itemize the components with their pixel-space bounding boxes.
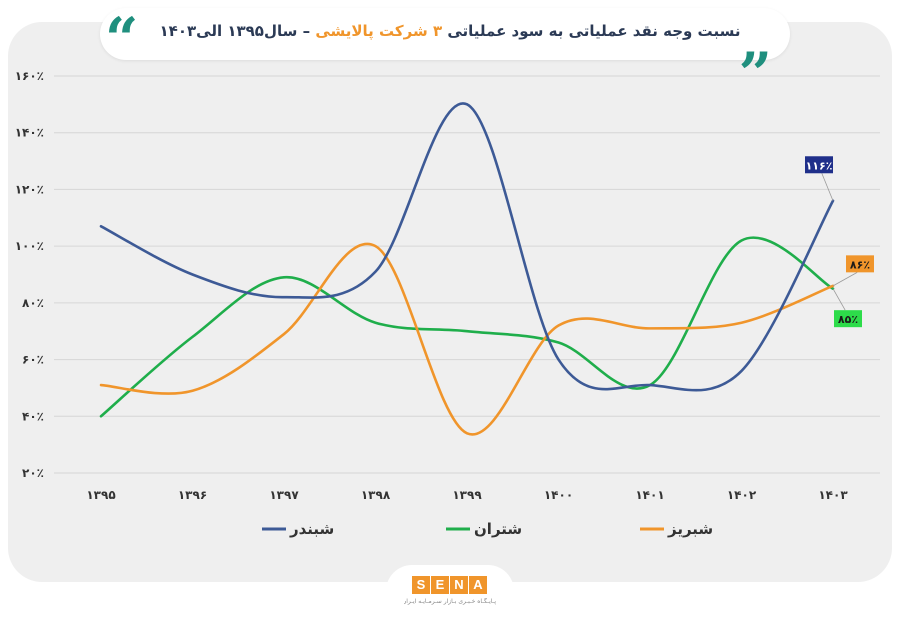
- legend-label-shabriz: شبریز: [667, 520, 713, 538]
- logo-tagline: پـایـگـاه خـبـری بـازار سـرمـایـه ایـران: [404, 598, 496, 605]
- y-tick-label: ۲۰٪: [22, 466, 44, 480]
- x-tick-label: ۱۳۹۸: [361, 488, 391, 502]
- x-tick-label: ۱۴۰۲: [727, 488, 757, 502]
- legend-label-shatran: شتران: [474, 520, 522, 538]
- end-label-box-shabriz: [846, 255, 874, 273]
- y-tick-label: ۱۴۰٪: [15, 126, 44, 140]
- chart-panel: [8, 22, 892, 582]
- y-tick-label: ۶۰٪: [22, 353, 44, 367]
- end-label-shatran: ۸۵٪: [838, 313, 858, 326]
- y-axis: ۲۰٪ ۴۰٪ ۶۰٪ ۸۰٪ ۱۰۰٪ ۱۲۰٪ ۱۴۰٪ ۱۶۰٪: [15, 69, 44, 480]
- end-label-box-shatran: [834, 310, 862, 328]
- grid-lines: [54, 75, 880, 474]
- end-label-box-shabandar: [805, 156, 833, 174]
- series-line-shabriz: [99, 242, 835, 436]
- quote-open-icon: “: [105, 5, 139, 73]
- x-tick-label: ۱۳۹۵: [86, 488, 115, 502]
- logo-letter: A: [469, 576, 487, 594]
- y-tick-label: ۱۰۰٪: [15, 239, 44, 253]
- x-tick-label: ۱۳۹۷: [269, 488, 299, 502]
- x-axis: ۱۳۹۵ ۱۳۹۶ ۱۳۹۷ ۱۳۹۸ ۱۳۹۹ ۱۴۰۰ ۱۴۰۱ ۱۴۰۲ ۱۴۰۳: [86, 488, 848, 502]
- y-tick-label: ۸۰٪: [22, 296, 44, 310]
- leader-line: [832, 288, 846, 311]
- title-part1: نسبت وجه نقد عملیاتی به سود عملیاتی: [447, 22, 741, 40]
- logo-letter: N: [450, 576, 468, 594]
- series-line-shatran: [99, 236, 835, 418]
- chart-title: نسبت وجه نقد عملیاتی به سود عملیاتی ۳ شر…: [150, 22, 750, 40]
- leader-line: [821, 173, 834, 201]
- y-tick-label: ۱۲۰٪: [15, 182, 44, 196]
- end-label-shabriz: ۸۶٪: [850, 258, 870, 271]
- x-tick-label: ۱۴۰۰: [544, 488, 573, 502]
- leader-line: [832, 271, 858, 287]
- end-labels: ۱۱۶٪ ۸۵٪ ۸۶٪: [805, 156, 874, 328]
- x-tick-label: ۱۳۹۹: [452, 488, 482, 502]
- title-highlight: ۳ شرکت پالایشی: [315, 22, 443, 40]
- y-tick-label: ۴۰٪: [22, 409, 44, 423]
- series-lines: [99, 102, 835, 436]
- legend-label-shabandar: شبندر: [289, 520, 334, 538]
- end-label-shabandar: ۱۱۶٪: [806, 159, 833, 172]
- x-tick-label: ۱۳۹۶: [178, 488, 207, 502]
- logo-letter: E: [431, 576, 449, 594]
- series-line-shabandar: [99, 102, 835, 392]
- x-tick-label: ۱۴۰۳: [818, 488, 848, 502]
- title-banner: [100, 8, 790, 60]
- y-tick-label: ۱۶۰٪: [15, 69, 44, 83]
- sena-logo: S E N A: [412, 576, 487, 594]
- legend: شبندر شتران شبریز: [262, 520, 713, 538]
- logo-letter: S: [412, 576, 430, 594]
- title-part2: – سال۱۳۹۵ الی۱۴۰۳: [159, 22, 311, 40]
- x-tick-label: ۱۴۰۱: [635, 488, 664, 502]
